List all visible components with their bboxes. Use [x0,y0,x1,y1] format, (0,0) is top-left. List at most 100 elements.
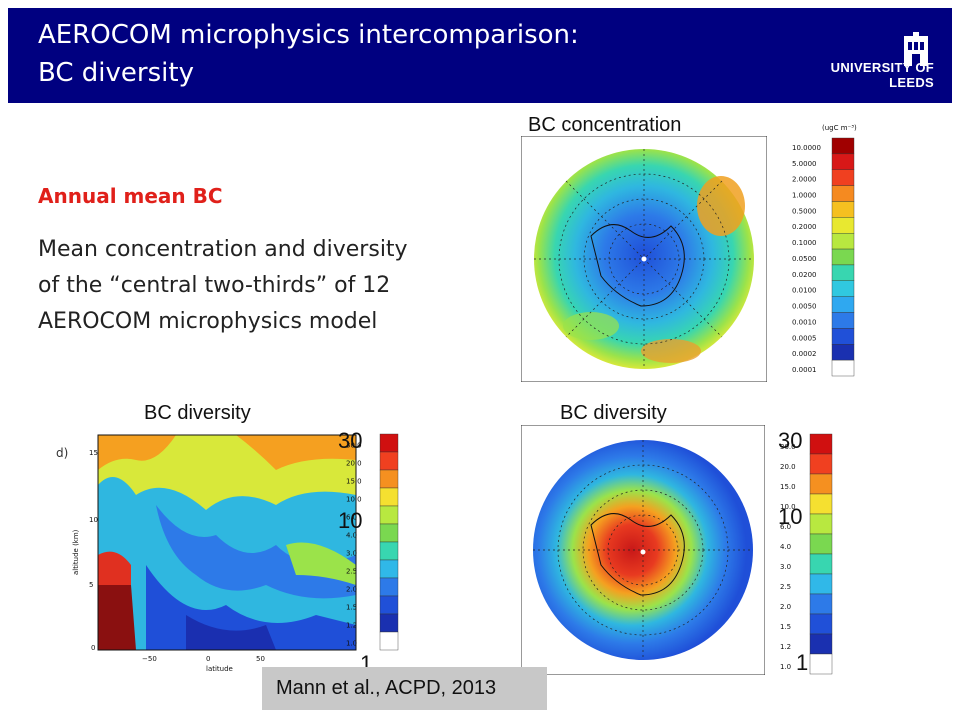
zonal-colorbar-tick-label: 15.0 [346,478,362,486]
concentration-polar-map [521,136,767,382]
concentration-colorbar-tick-label: 2.0000 [792,176,817,184]
ytick-0: 0 [91,644,95,652]
slide-title: AEROCOM microphysics intercomparison: BC… [38,16,579,92]
zonal-colorbar-swatch [379,559,399,579]
concentration-colorbar-swatch [831,296,855,313]
polar-scale-bot: 1 [796,650,809,675]
polar-diversity-title: BC diversity [560,402,667,424]
polar-colorbar-tick-label: 3.0 [780,563,791,571]
polar-colorbar-tick-label: 4.0 [780,543,791,551]
zonal-colorbar-tick-label: 2.0 [346,586,357,594]
zonal-colorbar-tick-label: 30.0 [346,442,362,450]
polar-colorbar-tick-label: 2.5 [780,583,791,591]
zonal-colorbar-swatch [379,595,399,615]
polar-colorbar-tick-label: 15.0 [780,483,796,491]
concentration-colorbar-swatch [831,359,855,377]
concentration-colorbar-swatch [831,185,855,202]
diversity-polar-map [521,425,765,675]
description-text: Mean concentration and diversity of the … [38,237,408,334]
concentration-colorbar-tick-label: 0.2000 [792,223,817,231]
university-logo-text: UNIVERSITY OF LEEDS [830,60,934,90]
concentration-colorbar-tick-label: 0.0002 [792,350,817,358]
xtick-50: 50 [256,655,265,663]
concentration-colorbar-tick-label: 0.0005 [792,334,817,342]
polar-colorbar-tick-label: 10.0 [780,503,796,511]
concentration-colorbar: (ugC m⁻³) 10.0000 5.0000 2.0000 1.0000 0.500… [792,124,857,377]
zonal-scale-mid: 10 [338,508,363,533]
zonal-xlabel: latitude [206,665,233,673]
concentration-colorbar-tick-label: 0.0001 [792,366,817,374]
zonal-diversity-title: BC diversity [144,402,251,424]
concentration-colorbar-swatch [831,232,855,250]
zonal-colorbar-tick-label: 2.5 [346,568,357,576]
zonal-colorbar-swatch [379,505,399,525]
zonal-colorbar-swatch [379,487,399,507]
polar-colorbar-swatch [809,633,833,655]
zonal-colorbar-swatch [379,469,399,489]
concentration-unit-label: (ugC m⁻³) [822,124,857,132]
zonal-colorbar-tick-label: 4.0 [346,532,357,540]
zonal-scale-top: 30 [338,428,363,453]
zonal-colorbar-tick-label: 10.0 [346,496,362,504]
polar-colorbar-swatch [809,513,833,535]
polar-colorbar-swatch [809,473,833,495]
subheading: Annual mean BC [38,184,223,208]
concentration-colorbar-tick-label: 0.5000 [792,207,817,215]
title-line-2: BC diversity [38,58,194,88]
concentration-colorbar-tick-label: 0.0500 [792,255,817,263]
polar-colorbar-swatch [809,533,833,555]
polar-colorbar-tick-label: 1.5 [780,623,791,631]
concentration-colorbar-tick-label: 0.1000 [792,239,817,247]
zonal-colorbar-swatch [379,523,399,543]
concentration-colorbar-swatch [831,312,855,329]
concentration-colorbar-swatch [831,169,855,186]
polar-colorbar-swatch [809,593,833,615]
citation-text: Mann et al., ACPD, 2013 [276,677,497,699]
zonal-colorbar-swatch [379,541,399,561]
concentration-colorbar-tick-label: 5.0000 [792,160,817,168]
polar-colorbar-swatch [809,573,833,595]
title-line-1: AEROCOM microphysics intercomparison: [38,20,579,50]
ytick-5: 5 [89,581,93,589]
polar-colorbar-tick-label: 20.0 [780,463,796,471]
zonal-colorbar-swatch [379,577,399,597]
header-bar: AEROCOM microphysics intercomparison: BC… [8,8,952,103]
concentration-colorbar-swatch [831,344,855,361]
polar-colorbar-swatch [809,433,833,455]
concentration-colorbar-swatch [831,201,855,218]
zonal-colorbar-tick-label: 20.0 [346,460,362,468]
polar-scale-top: 30 [778,428,803,453]
concentration-colorbar-swatch [831,137,855,155]
polar-colorbar-swatch [809,553,833,575]
panel-letter: d) [56,446,68,460]
polar-colorbar-swatch [809,493,833,515]
citation-box: Mann et al., ACPD, 2013 [262,667,547,710]
xtick-minus50: −50 [142,655,157,663]
concentration-title: BC concentration [528,114,682,136]
polar-colorbar-tick-label: 1.0 [780,663,791,671]
university-crest-icon [904,32,928,66]
zonal-colorbar-tick-label: 1.5 [346,604,357,612]
zonal-colorbar: 30.0 20.0 15.0 10.0 6.0 4.0 3.0 2.5 2.0 1.5 1.2 1.0 [346,433,399,651]
xtick-0: 0 [206,655,210,663]
concentration-colorbar-tick-label: 1.0000 [792,192,817,200]
zonal-colorbar-tick-label: 6.0 [346,514,357,522]
zonal-diversity-plot: d) altitude (km) 15 10 5 0 −50 0 50 lati… [56,434,357,673]
concentration-colorbar-tick-label: 0.0200 [792,271,817,279]
concentration-colorbar-swatch [831,153,855,170]
polar-colorbar: 30.0 20.0 15.0 10.0 6.0 4.0 3.0 2.5 2.0 1.5 1.2 1.0 [780,433,833,675]
polar-colorbar-swatch [809,653,833,675]
polar-colorbar-tick-label: 1.2 [780,643,791,651]
concentration-colorbar-swatch [831,280,855,297]
polar-colorbar-swatch [809,453,833,475]
polar-colorbar-tick-label: 30.0 [780,443,796,451]
polar-colorbar-tick-label: 6.0 [780,523,791,531]
polar-colorbar-swatch [809,613,833,635]
zonal-colorbar-swatch [379,613,399,633]
ytick-10: 10 [89,516,98,524]
zonal-colorbar-swatch [379,433,399,453]
concentration-colorbar-swatch [831,248,855,266]
ytick-15: 15 [89,449,98,457]
concentration-colorbar-swatch [831,264,855,282]
polar-scale-mid: 10 [778,504,803,529]
